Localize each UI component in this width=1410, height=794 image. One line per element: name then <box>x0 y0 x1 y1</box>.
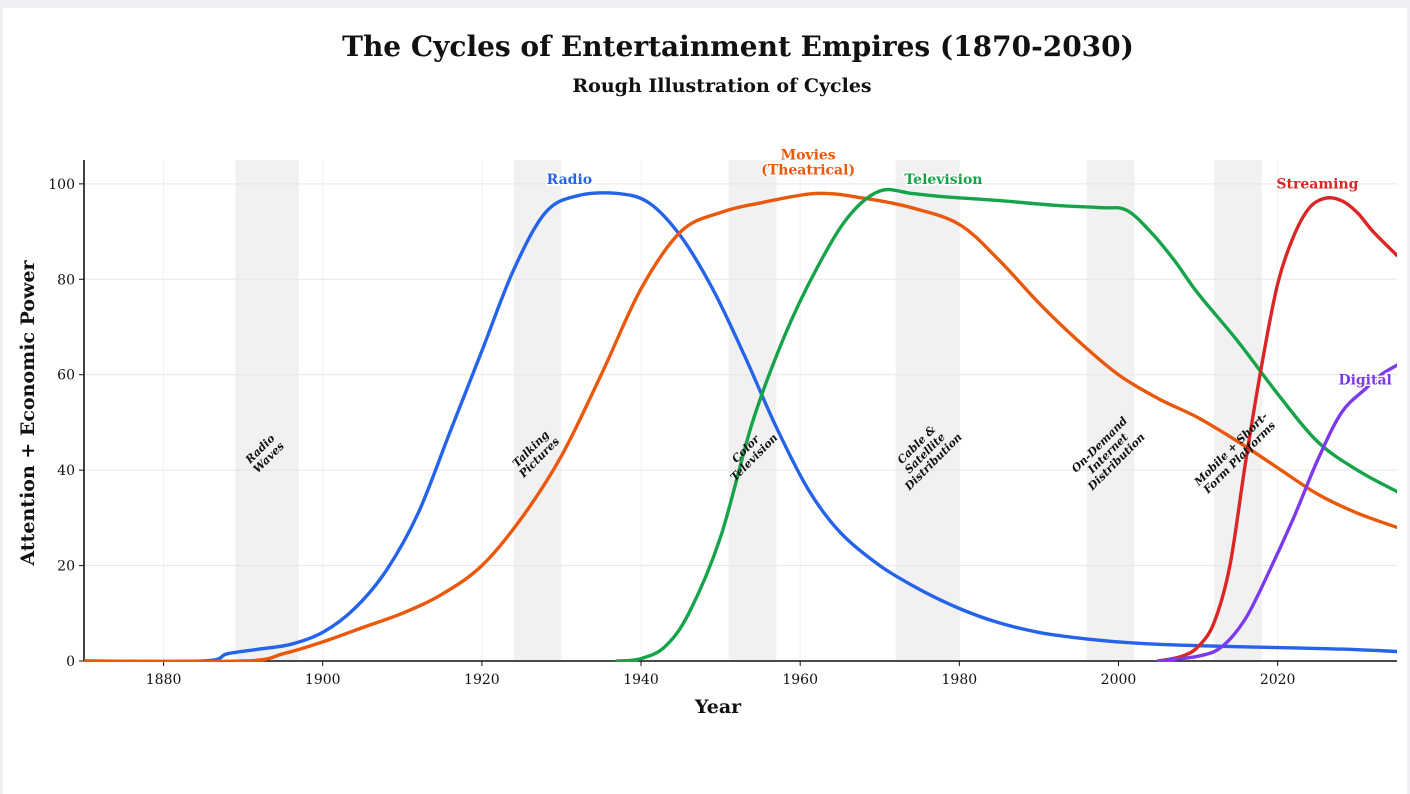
y-tick-label: 60 <box>57 368 75 384</box>
x-tick-label: 2020 <box>1260 672 1296 688</box>
series-lines <box>84 187 1397 662</box>
axes: 0 20 40 60 80 100 1880 1900 1920 1940 1960 1980 2000… <box>48 160 1397 688</box>
series-line-digital <box>1156 363 1397 662</box>
era-bands <box>235 160 1262 661</box>
era-band-talking-pictures <box>513 160 562 661</box>
y-tick-label: 0 <box>66 654 75 670</box>
x-tick-label: 1940 <box>623 672 659 688</box>
era-band-cable-satellite-distribution <box>895 160 960 661</box>
chart-title: The Cycles of Entertainment Empires (187… <box>342 30 1134 63</box>
x-tick-label: 1980 <box>942 672 978 688</box>
series-line-movies-theatrical <box>84 191 1397 662</box>
y-tick-label: 80 <box>57 272 75 288</box>
y-tick-label: 20 <box>57 559 75 575</box>
x-tick-label: 2000 <box>1101 672 1137 688</box>
y-axis-label: Attention + Economic Power <box>17 259 39 566</box>
series-line-television <box>615 187 1397 662</box>
series-label-movies-theatrical: Movies (Theatrical) <box>761 147 855 178</box>
x-tick-label: 1900 <box>305 672 341 688</box>
y-tick-label: 40 <box>57 463 75 479</box>
series-line-streaming <box>1156 196 1397 662</box>
chart-card <box>3 8 1407 794</box>
series-line-radio <box>84 191 1397 662</box>
chart-subtitle: Rough Illustration of Cycles <box>572 75 872 97</box>
x-tick-label: 1920 <box>464 672 500 688</box>
series-label-radio: Radio <box>547 172 592 188</box>
series-label-streaming: Streaming <box>1276 177 1358 193</box>
era-band-radio-waves <box>235 160 299 661</box>
x-tick-label: 1880 <box>146 672 182 688</box>
series-label-television: Television <box>904 172 982 188</box>
era-band-on-demand-internet-distribution <box>1086 160 1135 661</box>
x-tick-label: 1960 <box>782 672 818 688</box>
series-labels: Radio Movies (Theatrical) Television Streami… <box>545 146 1393 390</box>
series-label-digital: Digital <box>1338 372 1391 388</box>
x-axis-label: Year <box>694 696 742 718</box>
y-tick-label: 100 <box>48 177 75 193</box>
